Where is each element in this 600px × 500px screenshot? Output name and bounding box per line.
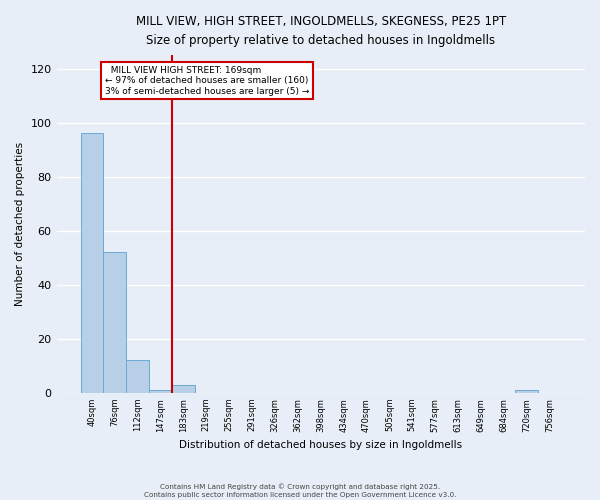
Bar [149,390,172,393]
Bar [80,134,103,393]
Text: Contains HM Land Registry data © Crown copyright and database right 2025.
Contai: Contains HM Land Registry data © Crown c… [144,483,456,498]
Bar [127,360,149,393]
Bar [515,390,538,393]
Y-axis label: Number of detached properties: Number of detached properties [15,142,25,306]
Title: MILL VIEW, HIGH STREET, INGOLDMELLS, SKEGNESS, PE25 1PT
Size of property relativ: MILL VIEW, HIGH STREET, INGOLDMELLS, SKE… [136,15,506,47]
X-axis label: Distribution of detached houses by size in Ingoldmells: Distribution of detached houses by size … [179,440,463,450]
Bar [103,252,127,393]
Text: MILL VIEW HIGH STREET: 169sqm  
← 97% of detached houses are smaller (160)
3% of: MILL VIEW HIGH STREET: 169sqm ← 97% of d… [104,66,309,96]
Bar [172,385,195,393]
